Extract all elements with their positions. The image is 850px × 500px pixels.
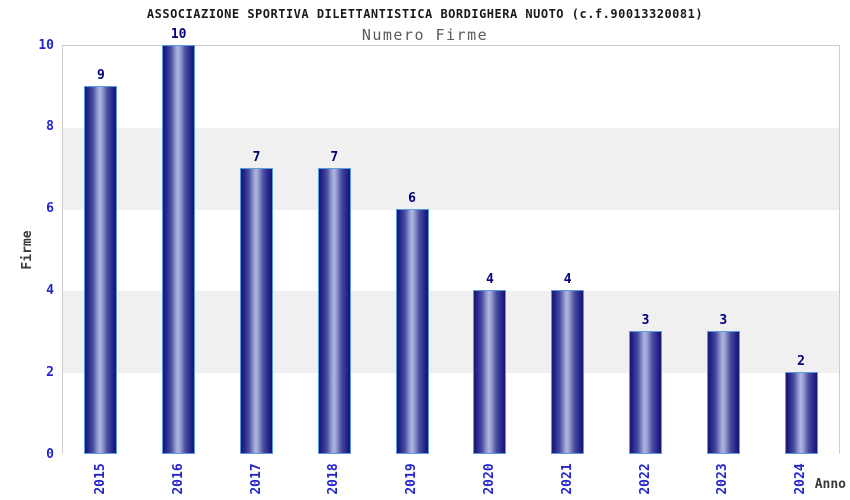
chart-bar-2015 xyxy=(84,85,118,454)
bar-value-label-2024: 2 xyxy=(797,354,805,370)
chart-bar-2024 xyxy=(784,372,818,454)
chart-bar-2021 xyxy=(551,290,585,454)
chart-bar-2016 xyxy=(162,45,196,454)
x-tick-label-2021: 2021 xyxy=(559,463,575,495)
bar-value-label-2023: 3 xyxy=(719,313,728,329)
bar-value-label-2022: 3 xyxy=(641,313,650,329)
x-tick-label-2019: 2019 xyxy=(404,463,420,495)
chart-bar-2017 xyxy=(240,167,273,454)
y-tick-label: 0 xyxy=(46,446,54,462)
chart-bar-2019 xyxy=(395,208,429,454)
x-tick-label-2022: 2022 xyxy=(637,463,653,495)
x-tick-label-2018: 2018 xyxy=(326,463,342,495)
chart-bar-2020 xyxy=(473,290,507,454)
bar-value-label-2016: 10 xyxy=(170,27,187,42)
bar-value-label-2018: 7 xyxy=(330,149,339,165)
x-tick-label-2020: 2020 xyxy=(481,463,497,495)
x-tick-label-2023: 2023 xyxy=(715,463,731,495)
y-tick-label: 10 xyxy=(38,37,54,53)
chart-subtitle: Numero Firme xyxy=(361,26,489,44)
bar-value-label-2021: 4 xyxy=(563,272,572,288)
x-axis-label: Anno xyxy=(814,477,846,492)
y-tick-label: 4 xyxy=(46,282,54,298)
bar-value-label-2020: 4 xyxy=(485,272,494,288)
y-axis-label: Firme xyxy=(20,230,35,270)
chart-title: ASSOCIAZIONE SPORTIVA DILETTANTISTICA BO… xyxy=(146,7,704,21)
y-tick-label: 6 xyxy=(46,201,54,217)
chart-bar-2018 xyxy=(317,167,351,454)
bar-value-label-2015: 9 xyxy=(96,67,105,83)
chart-bar-2022 xyxy=(629,331,662,454)
x-tick-label-2015: 2015 xyxy=(92,463,108,495)
chart-bar-2023 xyxy=(706,331,740,454)
x-tick-label-2017: 2017 xyxy=(248,463,264,495)
x-tick-label-2016: 2016 xyxy=(170,463,186,495)
bar-value-label-2017: 7 xyxy=(252,149,261,165)
y-tick-label: 2 xyxy=(46,364,54,380)
y-tick-label: 8 xyxy=(46,119,54,135)
x-tick-label-2024: 2024 xyxy=(793,463,809,495)
bar-value-label-2019: 6 xyxy=(408,190,416,206)
